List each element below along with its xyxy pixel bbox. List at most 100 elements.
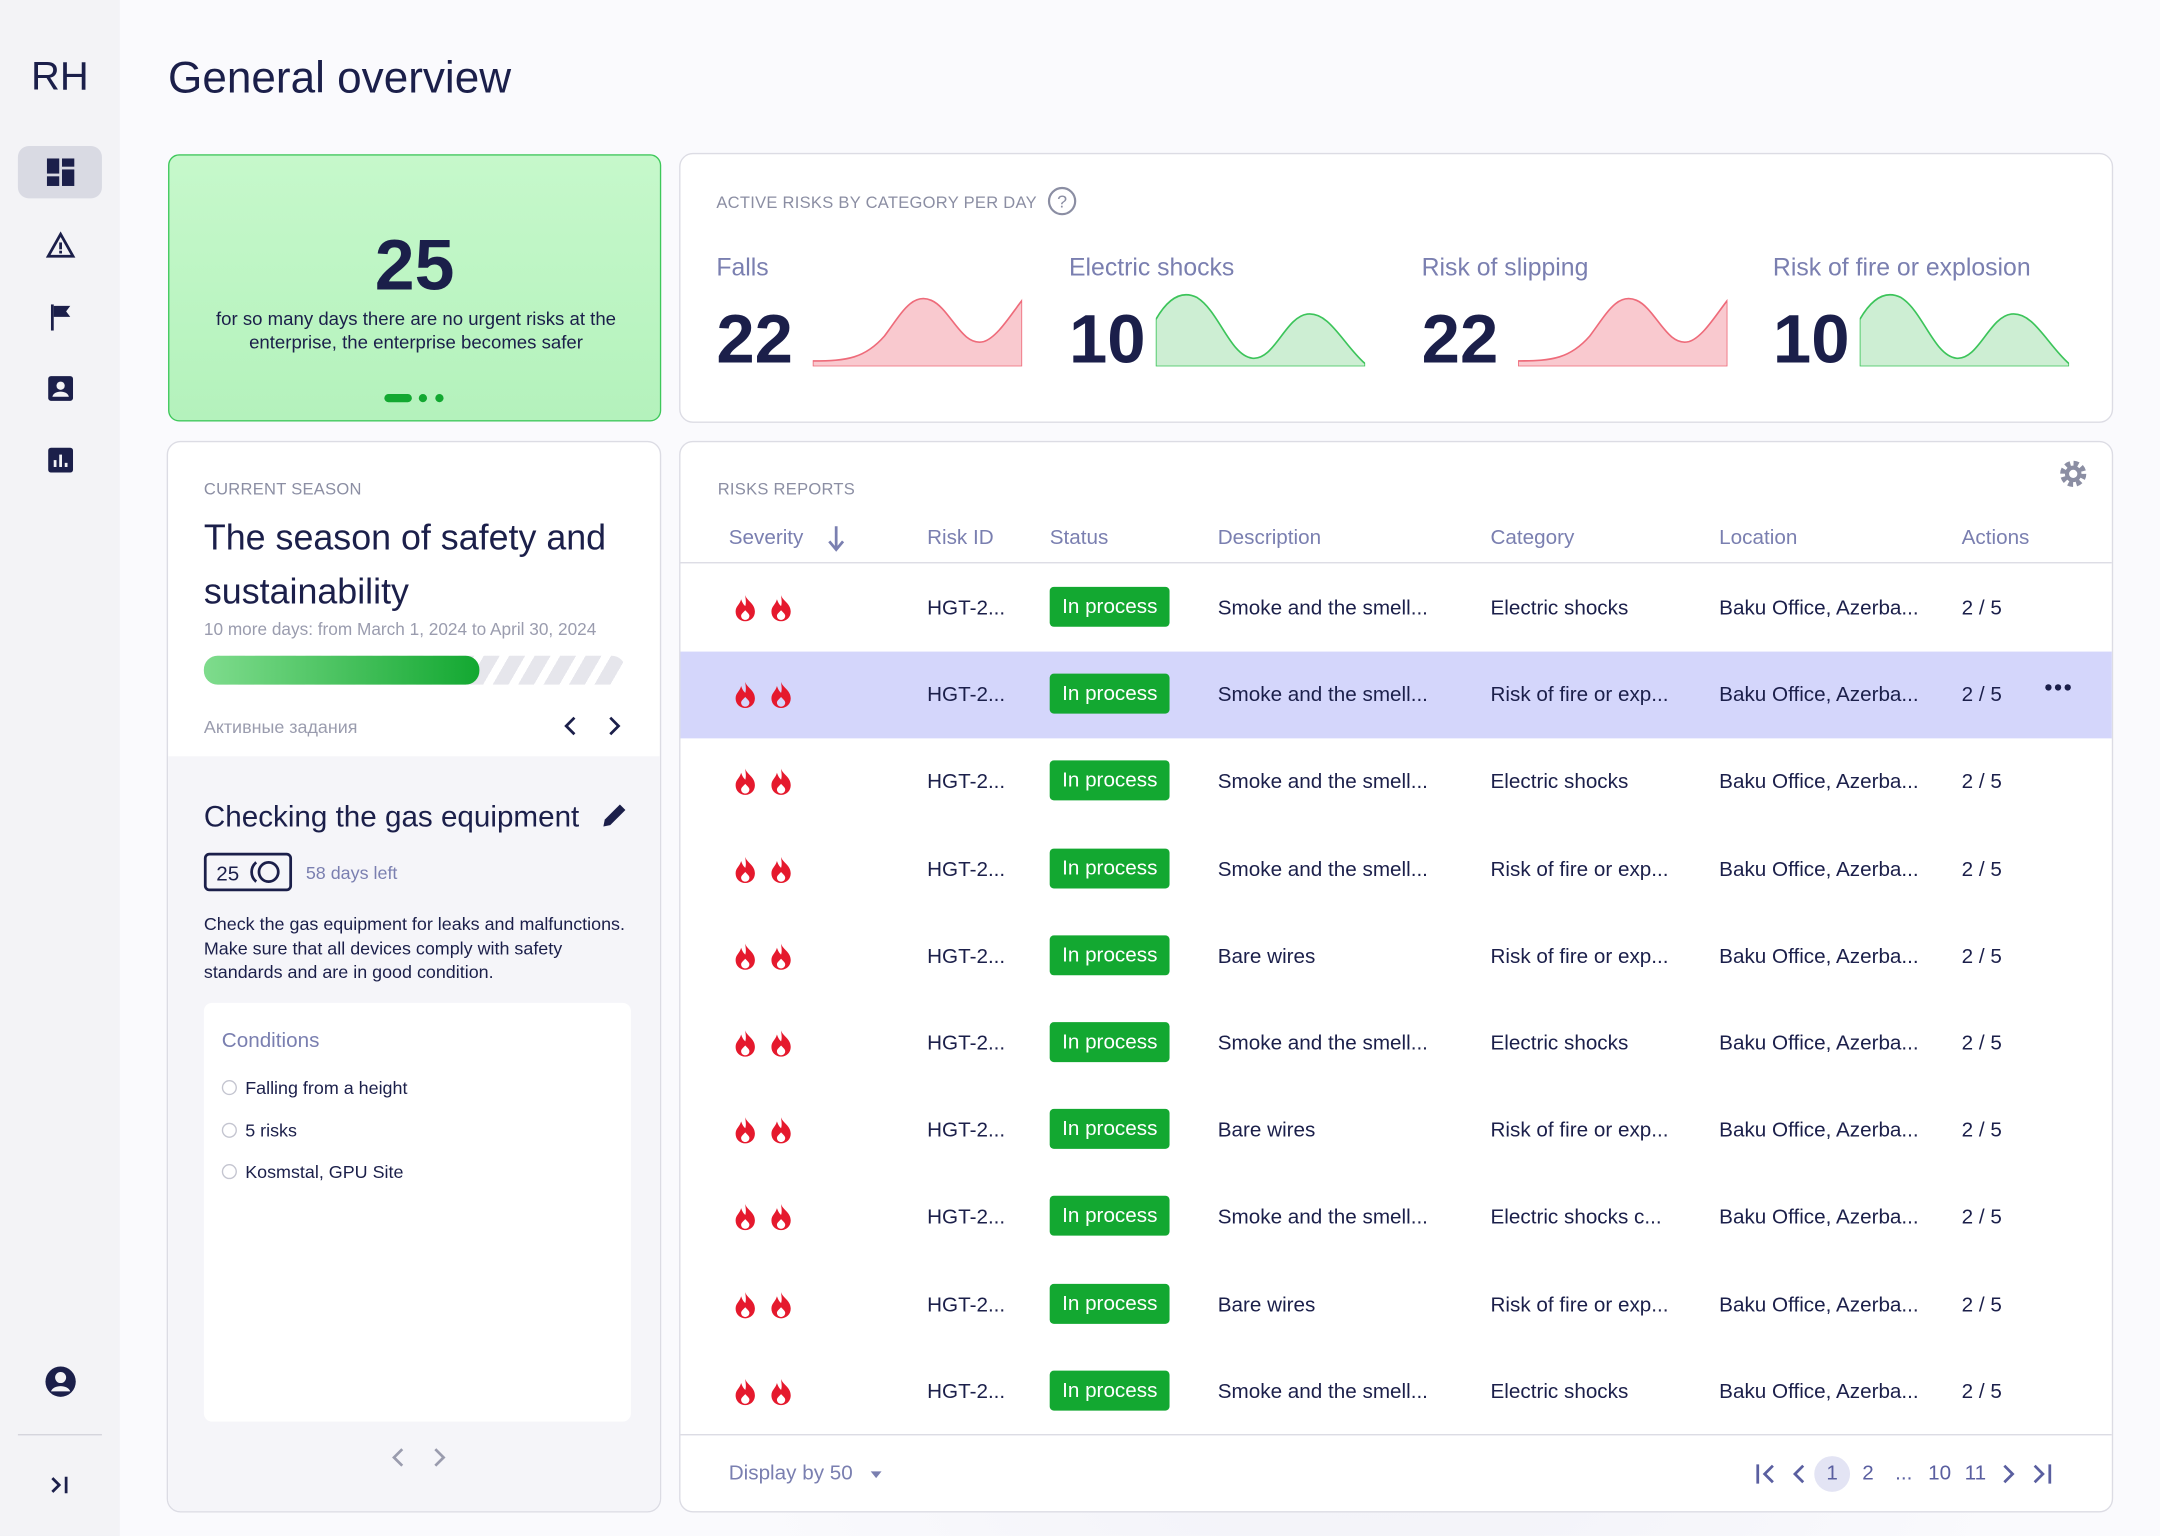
icon (47, 447, 73, 473)
prev-page[interactable] (1791, 1462, 1808, 1487)
nav-expand[interactable] (18, 1459, 102, 1511)
table-row[interactable]: HGT-2... In process Smoke and the smell...… (681, 739, 2112, 826)
status-badge: In process (1049, 1196, 1170, 1237)
severity-icon (735, 943, 755, 970)
sort-icon[interactable] (828, 525, 845, 553)
flame (771, 1378, 791, 1405)
column-header[interactable]: Category (1490, 526, 1575, 550)
table-cell: Baku Office, Azerba... (1719, 770, 1919, 795)
table-row[interactable]: HGT-2... In process Bare wires Risk of fire… (681, 1261, 2112, 1348)
column-header[interactable]: Description (1217, 526, 1322, 550)
table-cell: HGT-2... (927, 857, 1006, 882)
table-row[interactable]: HGT-2... In process Smoke and the smell...… (681, 565, 2112, 652)
dot (2054, 684, 2062, 691)
table-cell: HGT-2... (927, 770, 1006, 795)
table-cell: 2 / 5 (1961, 1118, 2002, 1143)
severity-icon (771, 1291, 791, 1318)
flame (735, 1030, 755, 1057)
table-cell: 2 / 5 (1961, 857, 2002, 882)
sparkline-area (1859, 293, 2070, 367)
table-row[interactable]: HGT-2... In process Smoke and the smell...… (681, 1348, 2112, 1435)
page-number[interactable]: ... (1895, 1461, 1913, 1485)
help-icon[interactable]: ? (1047, 186, 1077, 216)
table-cell: Electric shocks (1490, 1380, 1629, 1404)
page-number[interactable]: 10 (1928, 1461, 1952, 1485)
page-number[interactable]: 2 (1862, 1461, 1874, 1485)
next-arrow[interactable] (606, 715, 623, 737)
page-size[interactable]: Display by 50 (729, 1462, 884, 1485)
nav-flag[interactable] (18, 291, 102, 343)
carousel-dot[interactable] (384, 393, 412, 403)
table-cell: 2 / 5 (1961, 770, 2002, 795)
status-badge: In process (1049, 848, 1170, 888)
page-number[interactable]: 11 (1964, 1461, 1987, 1485)
task-panel: Checking the gas equipment 25 58 days le… (168, 756, 660, 1512)
svg-text:?: ? (1057, 191, 1067, 211)
column-header[interactable]: Risk ID (927, 526, 994, 550)
settings-icon[interactable] (2057, 457, 2090, 490)
prev-arrow[interactable] (390, 1446, 407, 1468)
category-value: 22 (716, 300, 793, 378)
task-title: Checking the gas equipment (203, 800, 580, 834)
days-left: 58 days left (305, 862, 398, 884)
flame (735, 943, 755, 970)
flame (735, 1291, 755, 1318)
nav-dashboard[interactable] (17, 146, 102, 199)
severity-icon (771, 682, 791, 709)
nav-risks[interactable] (18, 219, 102, 271)
first-page[interactable] (1755, 1462, 1777, 1487)
nav-profile[interactable] (18, 1356, 102, 1408)
table-cell: HGT-2... (927, 1031, 1006, 1056)
carousel-dot[interactable] (435, 393, 444, 403)
task-description: Check the gas equipment for leaks and ma… (203, 913, 625, 983)
table-row[interactable]: HGT-2... In process Bare wires Risk of fire… (681, 913, 2112, 1000)
more-icon[interactable] (2044, 682, 2072, 693)
column-header[interactable]: Status (1049, 526, 1109, 550)
table-row[interactable]: HGT-2... In process Smoke and the smell...… (681, 826, 2112, 913)
sparkline-area (812, 297, 1023, 367)
table-cell: HGT-2... (927, 1205, 1006, 1230)
status-badge: In process (1049, 760, 1170, 801)
progress-track (203, 655, 626, 685)
flame (771, 595, 791, 622)
table-row[interactable]: HGT-2... In process Smoke and the smell...… (681, 1174, 2112, 1261)
nav-reports[interactable] (18, 434, 102, 486)
reports-card: RISKS REPORTS Display by 50 1 2... 10 11 Se… (679, 440, 2114, 1513)
table-cell: Baku Office, Azerba... (1719, 1205, 1919, 1230)
status-badge: In process (1049, 1370, 1170, 1411)
prev-arrow[interactable] (562, 715, 579, 737)
flame (735, 595, 755, 622)
column-header[interactable]: Location (1719, 526, 1798, 550)
edit-icon[interactable] (599, 800, 629, 830)
next-page[interactable] (2000, 1462, 2017, 1487)
next-arrow[interactable] (431, 1446, 448, 1468)
glyph (2003, 1464, 2015, 1484)
table-row[interactable]: HGT-2... In process Smoke and the smell...… (681, 1000, 2112, 1087)
carousel-dot[interactable] (418, 393, 428, 403)
condition-radio[interactable] (221, 1122, 237, 1138)
condition-text: Falling from a height (245, 1077, 408, 1098)
table-cell: Baku Office, Azerba... (1719, 683, 1919, 707)
table-cell: Baku Office, Azerba... (1719, 1031, 1919, 1056)
table-cell: HGT-2... (927, 1380, 1006, 1404)
progress-fill (203, 655, 480, 685)
table-cell: Electric shocks (1490, 770, 1629, 795)
column-header[interactable]: Severity (728, 526, 804, 550)
table-row[interactable]: HGT-2... In process Bare wires Risk of fire… (681, 1087, 2112, 1174)
page-number[interactable]: 1 (1814, 1456, 1851, 1492)
condition-radio[interactable] (221, 1164, 237, 1180)
table-cell: 2 / 5 (1961, 1205, 2002, 1230)
column-header[interactable]: Actions (1961, 526, 2030, 550)
table-cell: 2 / 5 (1961, 1380, 2002, 1404)
nav-contacts[interactable] (18, 362, 102, 414)
conditions-title: Conditions (221, 1029, 320, 1053)
flame (735, 1117, 755, 1144)
condition-radio[interactable] (221, 1079, 237, 1096)
icon (44, 1366, 76, 1397)
divider (17, 1434, 102, 1436)
flame (771, 682, 791, 709)
last-page[interactable] (2031, 1462, 2053, 1487)
flame (735, 769, 755, 796)
table-row[interactable]: HGT-2... In process Smoke and the smell...… (680, 651, 2112, 739)
